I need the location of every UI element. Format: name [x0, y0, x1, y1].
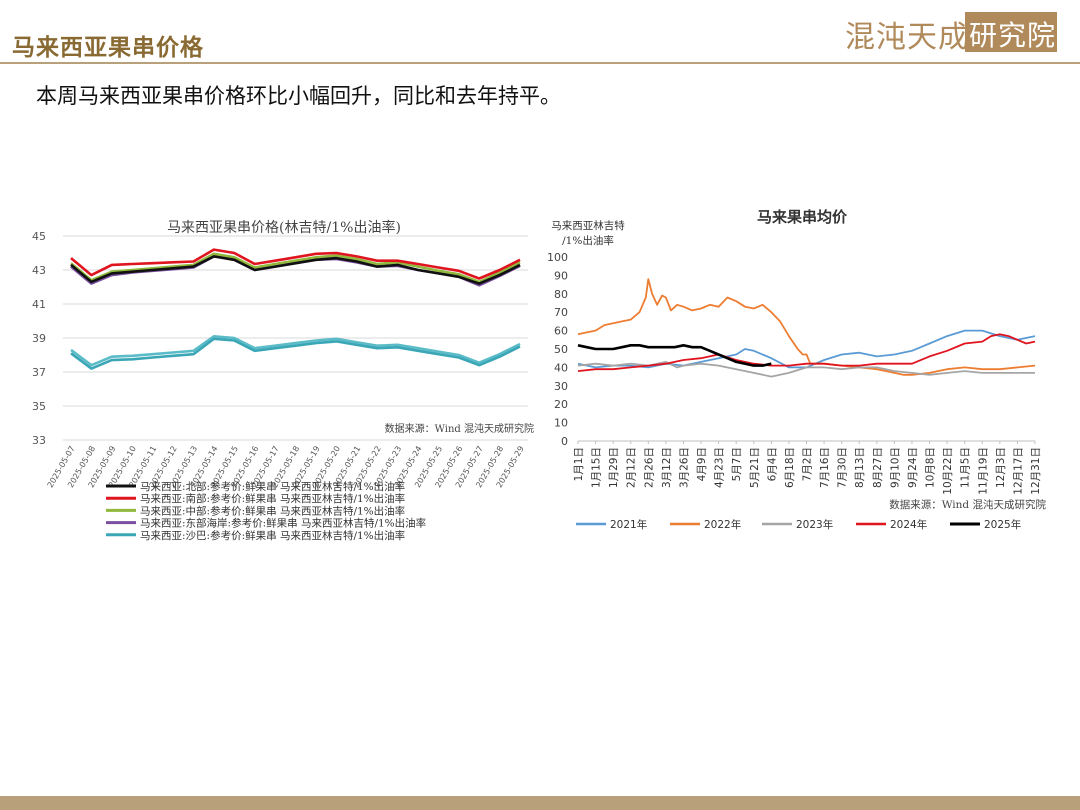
x-tick-label: 1月29日 [608, 447, 620, 488]
series-line-5 [70, 335, 521, 367]
x-tick-label: 7月30日 [837, 447, 849, 488]
legend-label: 马来西亚:北部:参考价:鲜果串 马来西亚林吉特/1%出油率 [140, 480, 405, 493]
x-tick-label: 2月26日 [643, 447, 655, 488]
y-tick-label: 33 [32, 434, 46, 447]
chart-fruit-bunch-price: 马来西亚果串价格(林吉特/1%出油率)333537394143452025-05… [32, 219, 534, 542]
y-tick-label: 43 [32, 264, 46, 277]
y-tick-label: 90 [554, 269, 568, 282]
y-tick-label: 40 [554, 361, 568, 374]
y-tick-label: 0 [561, 435, 568, 448]
x-tick-label: 3月12日 [661, 447, 673, 488]
series-line-2 [70, 252, 521, 284]
legend-label: 马来西亚:东部海岸:参考价:鲜果串 马来西亚林吉特/1%出油率 [140, 517, 426, 530]
source-note: 数据来源：Wind 混沌天成研究院 [385, 422, 534, 435]
x-tick-label: 12月31日 [1030, 447, 1042, 495]
y-tick-label: 70 [554, 306, 568, 319]
page-title: 马来西亚果串价格 [12, 34, 204, 61]
x-tick-label: 10月22日 [942, 447, 954, 495]
x-tick-label: 3月26日 [678, 447, 690, 488]
x-tick-label: 5月21日 [749, 447, 761, 488]
x-tick-label: 5月7日 [731, 447, 743, 481]
legend-label: 2023年 [796, 518, 833, 531]
x-tick-label: 7月2日 [802, 447, 814, 481]
x-tick-label: 6月18日 [784, 447, 796, 488]
logo-box: 研究院 [965, 12, 1057, 52]
y-tick-label: 60 [554, 325, 568, 338]
x-tick-label: 6月4日 [766, 447, 778, 481]
series-line-4 [70, 337, 521, 370]
x-tick-label: 1月15日 [591, 447, 603, 488]
x-tick-label: 12月17日 [1012, 447, 1024, 495]
legend-label: 2021年 [610, 518, 647, 531]
series-line-2021年 [577, 329, 1036, 369]
logo-box-text: 研究院 [969, 19, 1057, 52]
series-line-2024年 [577, 333, 1036, 372]
y-tick-label: 35 [32, 400, 46, 413]
logo-main-text: 混沌天成 [845, 20, 969, 55]
y-tick-label: 45 [32, 230, 46, 243]
legend-label: 马来西亚:中部:参考价:鲜果串 马来西亚林吉特/1%出油率 [140, 504, 405, 517]
chart-title: 马来西亚果串价格(林吉特/1%出油率) [167, 219, 401, 236]
series-line-0 [70, 255, 521, 285]
source-note: 数据来源：Wind 混沌天成研究院 [889, 498, 1046, 511]
x-tick-label: 4月9日 [696, 447, 708, 481]
legend-label: 2022年 [704, 518, 741, 531]
x-tick-label: 11月5日 [960, 447, 972, 488]
y-tick-label: 10 [554, 417, 568, 430]
x-tick-label: 12月3日 [995, 447, 1007, 488]
series-line-2025年 [577, 344, 772, 367]
y-tick-label: 80 [554, 288, 568, 301]
x-tick-label: 8月27日 [872, 447, 884, 488]
x-tick-label: 4月23日 [714, 447, 726, 488]
x-tick-label: 1月1日 [573, 447, 585, 481]
y-tick-label: 30 [554, 380, 568, 393]
legend-label: 马来西亚:沙巴:参考价:鲜果串 马来西亚林吉特/1%出油率 [140, 529, 405, 542]
x-tick-label: 8月13日 [854, 447, 866, 488]
series-line-2022年 [577, 278, 1036, 376]
y-tick-label: 50 [554, 343, 568, 356]
x-tick-label: 7月16日 [819, 447, 831, 488]
x-tick-label: 10月8日 [925, 447, 937, 488]
footer-bar [0, 796, 1080, 810]
y-tick-label: 37 [32, 366, 46, 379]
header-divider [0, 62, 1080, 64]
legend-label: 2024年 [890, 518, 927, 531]
x-tick-label: 2月12日 [626, 447, 638, 488]
y-tick-label: 20 [554, 398, 568, 411]
y-tick-label: 41 [32, 298, 46, 311]
y-axis-label-line2: /1%出油率 [562, 234, 614, 247]
x-tick-label: 11月19日 [977, 447, 989, 495]
y-tick-label: 100 [547, 251, 568, 264]
legend-label: 马来西亚:南部:参考价:鲜果串 马来西亚林吉特/1%出油率 [140, 492, 405, 505]
y-tick-label: 39 [32, 332, 46, 345]
series-line-1 [70, 248, 521, 280]
x-tick-label: 9月24日 [907, 447, 919, 488]
legend-label: 2025年 [984, 518, 1021, 531]
y-axis-label-line1: 马来西亚林吉特 [551, 219, 625, 232]
brand-logo: 混沌天成 研究院 [845, 12, 1057, 55]
summary-text: 本周马来西亚果串价格环比小幅回升，同比和去年持平。 [36, 84, 561, 108]
chart-title: 马来果串均价 [757, 208, 848, 226]
x-tick-label: 9月10日 [889, 447, 901, 488]
